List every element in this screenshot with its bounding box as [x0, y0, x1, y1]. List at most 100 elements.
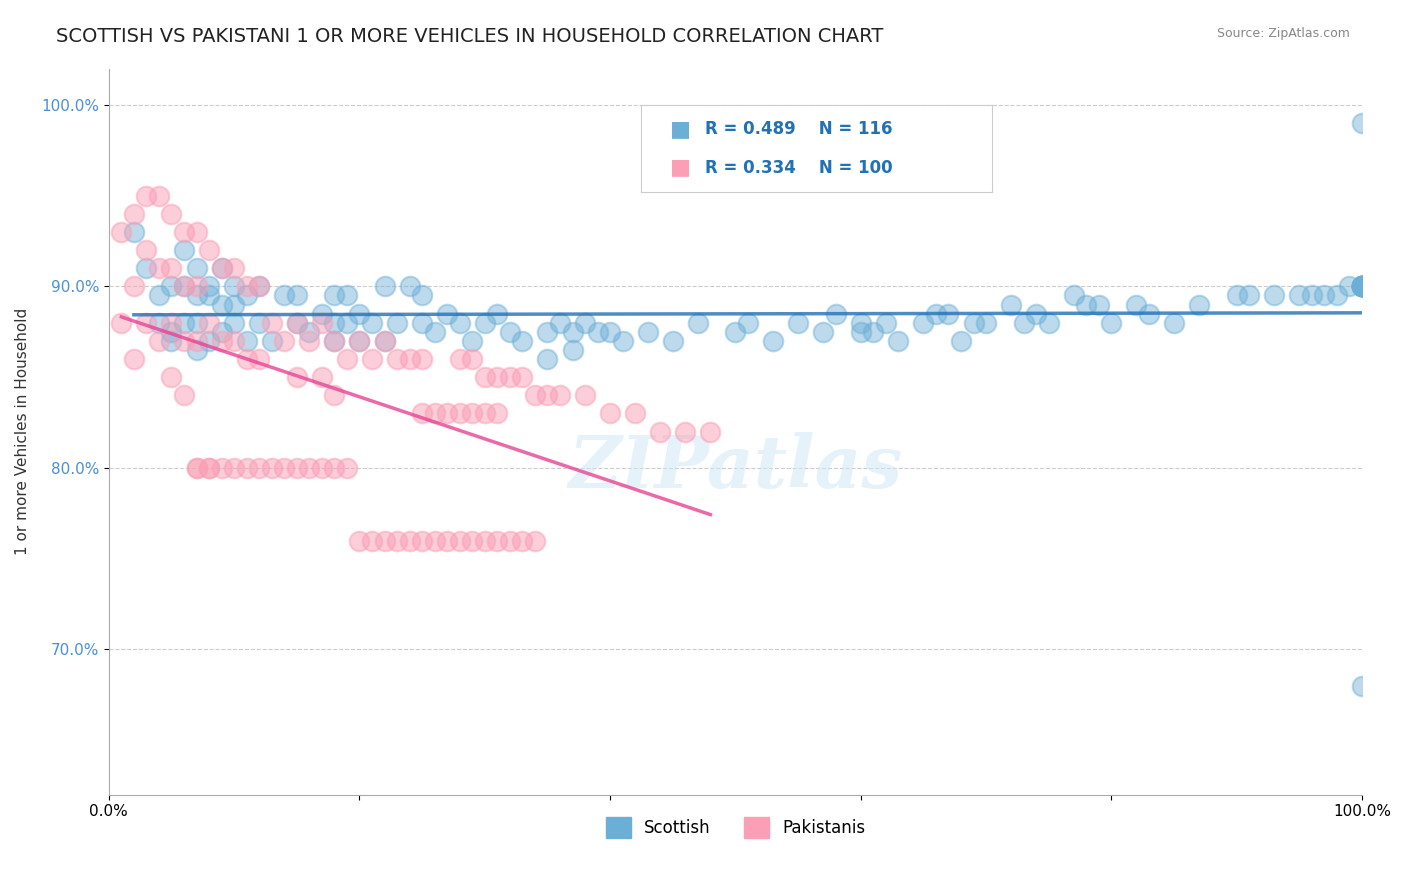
Point: [173, 388, 195, 402]
Point: [474, 533, 496, 548]
Point: [461, 407, 484, 421]
Point: [599, 325, 621, 339]
Point: [1351, 279, 1374, 293]
Point: [173, 225, 195, 239]
Point: [186, 343, 208, 357]
Text: ZIPatlas: ZIPatlas: [568, 433, 903, 503]
Point: [1351, 116, 1374, 130]
Point: [260, 316, 283, 330]
Text: Source: ZipAtlas.com: Source: ZipAtlas.com: [1216, 27, 1350, 40]
Point: [361, 533, 384, 548]
Point: [486, 370, 509, 384]
Point: [235, 461, 257, 475]
Point: [373, 533, 395, 548]
Point: [661, 334, 683, 348]
Point: [211, 461, 233, 475]
Point: [186, 279, 208, 293]
Point: [862, 325, 884, 339]
Point: [811, 325, 834, 339]
Point: [323, 334, 346, 348]
Point: [499, 533, 522, 548]
Point: [1313, 288, 1336, 302]
Point: [122, 225, 145, 239]
Point: [235, 279, 257, 293]
Point: [148, 288, 170, 302]
Point: [586, 325, 609, 339]
Point: [160, 279, 183, 293]
Point: [1351, 279, 1374, 293]
Point: [1351, 279, 1374, 293]
Point: [449, 316, 471, 330]
Point: [411, 407, 433, 421]
Point: [285, 316, 308, 330]
Point: [650, 425, 672, 439]
Point: [474, 370, 496, 384]
Point: [160, 334, 183, 348]
Point: [1351, 279, 1374, 293]
Point: [1000, 297, 1022, 311]
Point: [461, 334, 484, 348]
Point: [373, 334, 395, 348]
Point: [411, 533, 433, 548]
Point: [198, 288, 221, 302]
Point: [285, 288, 308, 302]
Point: [875, 316, 897, 330]
Point: [574, 388, 596, 402]
Point: [311, 461, 333, 475]
Point: [724, 325, 747, 339]
Point: [474, 316, 496, 330]
Point: [1351, 279, 1374, 293]
Point: [186, 288, 208, 302]
Point: [499, 370, 522, 384]
Point: [336, 351, 359, 366]
Point: [285, 370, 308, 384]
Point: [135, 188, 157, 202]
Point: [110, 316, 132, 330]
Point: [938, 307, 960, 321]
Point: [949, 334, 972, 348]
Point: [787, 316, 810, 330]
Point: [135, 316, 157, 330]
Point: [298, 325, 321, 339]
Point: [1076, 297, 1098, 311]
Point: [160, 316, 183, 330]
Point: [1301, 288, 1323, 302]
Point: [974, 316, 997, 330]
Point: [148, 334, 170, 348]
Point: [436, 407, 458, 421]
Point: [336, 288, 359, 302]
Point: [561, 343, 583, 357]
Point: [173, 243, 195, 257]
Point: [235, 288, 257, 302]
Point: [361, 316, 384, 330]
Point: [260, 334, 283, 348]
Point: [1351, 279, 1374, 293]
Point: [160, 325, 183, 339]
Point: [499, 325, 522, 339]
Point: [486, 533, 509, 548]
Point: [423, 325, 446, 339]
Point: [186, 316, 208, 330]
Point: [260, 461, 283, 475]
Point: [373, 334, 395, 348]
Point: [411, 351, 433, 366]
Point: [824, 307, 846, 321]
Point: [461, 533, 484, 548]
Point: [148, 261, 170, 276]
Point: [1099, 316, 1122, 330]
Point: [436, 307, 458, 321]
Point: [523, 533, 546, 548]
Point: [561, 325, 583, 339]
Point: [173, 279, 195, 293]
Point: [211, 261, 233, 276]
Point: [449, 351, 471, 366]
Point: [737, 316, 759, 330]
Point: [198, 461, 221, 475]
Point: [912, 316, 935, 330]
Point: [135, 243, 157, 257]
Point: [1025, 307, 1047, 321]
Point: [235, 334, 257, 348]
Point: [548, 316, 571, 330]
Point: [273, 461, 295, 475]
Point: [962, 316, 984, 330]
